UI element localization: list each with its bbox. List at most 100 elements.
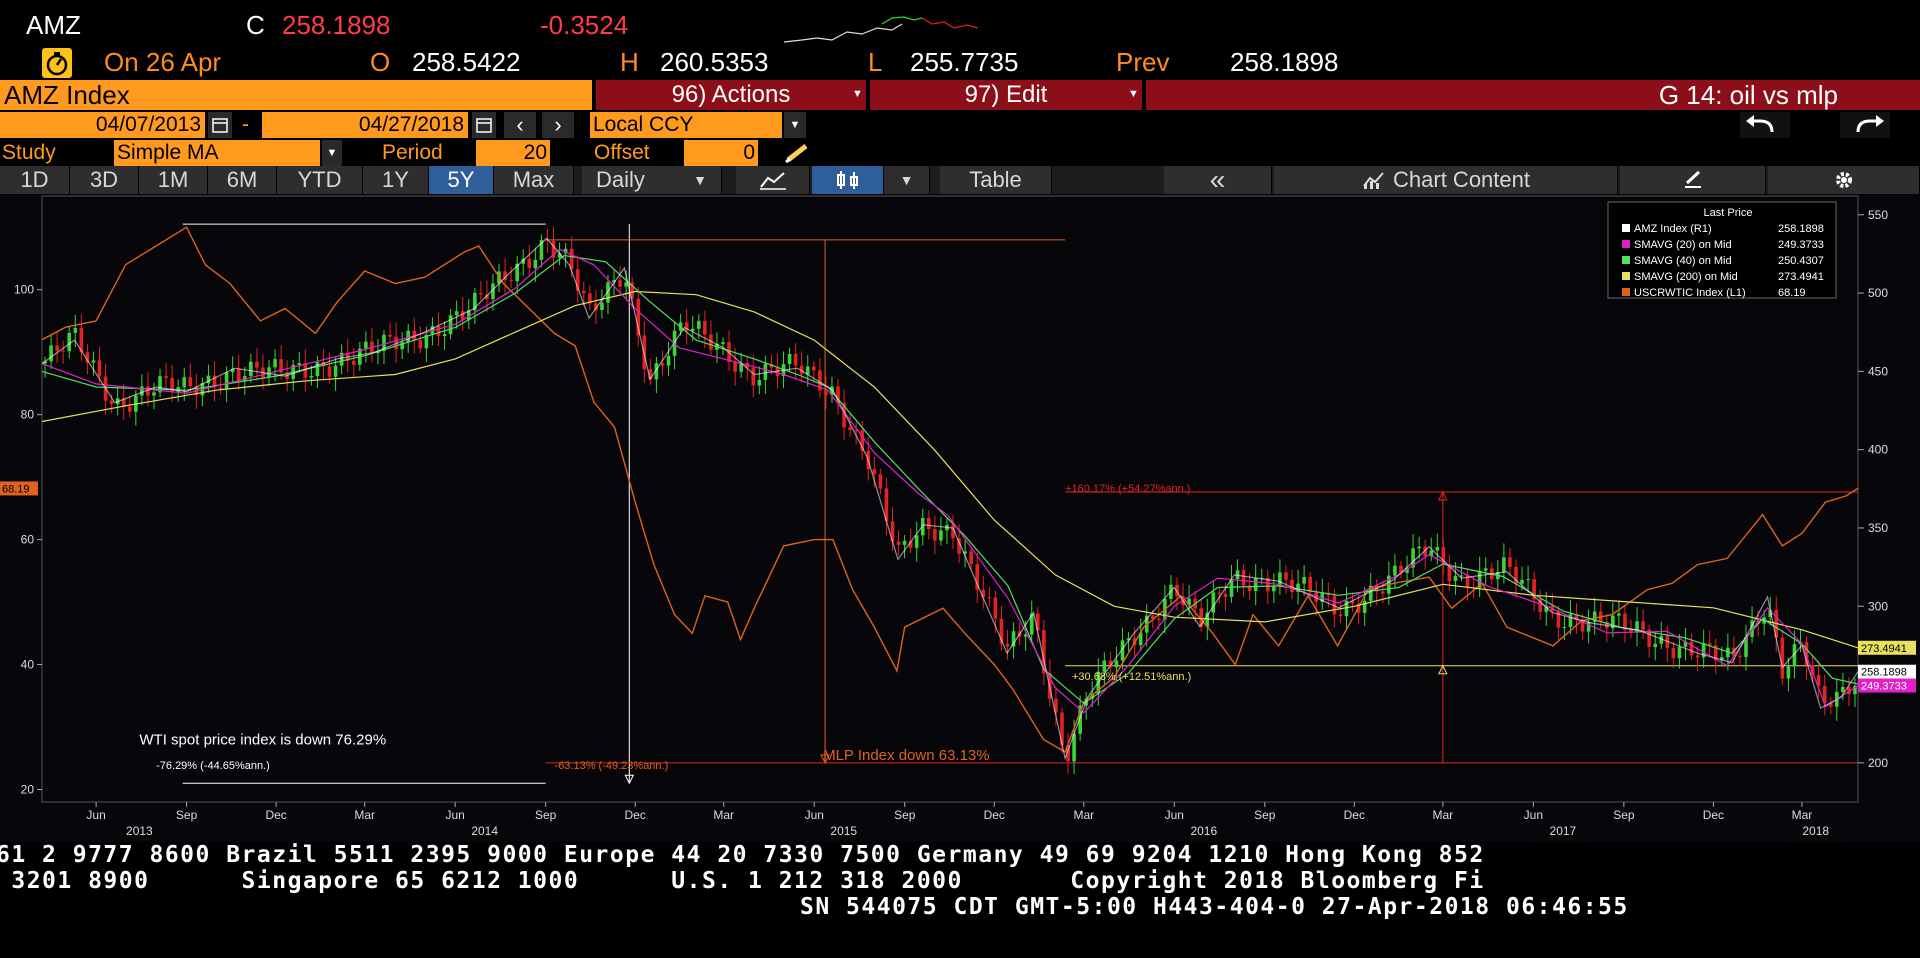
settings-button[interactable] <box>1768 166 1920 194</box>
candle-body <box>230 368 235 373</box>
collapse-button[interactable]: « <box>1164 166 1272 194</box>
candle-body <box>491 283 495 300</box>
frequency-select[interactable]: Daily ▼ <box>582 166 722 194</box>
tab-3d[interactable]: 3D <box>70 166 139 194</box>
chart-content-button[interactable]: Chart Content <box>1274 166 1618 194</box>
candle-body <box>303 363 308 378</box>
candle-body <box>793 353 798 366</box>
sparkline-up <box>783 23 903 43</box>
table-button[interactable]: Table <box>940 166 1052 194</box>
candle-body <box>146 386 150 396</box>
candle-body <box>1296 583 1300 592</box>
candle-body <box>1586 621 1591 632</box>
tab-6m[interactable]: 6M <box>208 166 277 194</box>
candle-body <box>1738 655 1742 657</box>
candle-body <box>1368 585 1373 601</box>
candle-body <box>236 368 241 381</box>
candle-body <box>654 363 659 380</box>
candle-body <box>569 248 574 270</box>
currency-dropdown-icon[interactable]: ▼ <box>784 112 806 138</box>
candle-body <box>751 367 756 386</box>
tab-ytd[interactable]: YTD <box>277 166 363 194</box>
candle-body <box>1701 643 1706 658</box>
candle-body <box>1314 592 1319 602</box>
series-line-smavg-20-on-mid <box>41 248 1859 714</box>
edit-dropdown-icon[interactable]: ▼ <box>1128 88 1139 100</box>
x-axis-year-label: 2013 <box>126 824 153 838</box>
legend-entry-name: SMAVG (40) on Mid <box>1634 255 1732 267</box>
candle-body <box>999 618 1004 644</box>
study-select[interactable]: Simple MA <box>114 140 320 166</box>
right-axis-tick-label: 500 <box>1868 286 1888 300</box>
candle-body <box>1241 570 1246 586</box>
candle-body <box>1611 615 1615 629</box>
candle-body <box>333 365 338 377</box>
candle-body <box>1205 612 1210 627</box>
start-date-input[interactable]: 04/07/2013 <box>0 112 205 138</box>
study-dropdown-icon[interactable]: ▼ <box>322 140 342 166</box>
line-chart-button[interactable] <box>736 166 810 194</box>
next-period-button[interactable]: › <box>542 112 574 138</box>
legend-entry-value: 68.19 <box>1778 287 1806 299</box>
sparkline-red <box>921 17 979 29</box>
chart-name-field[interactable]: G 14: oil vs mlp <box>1146 80 1920 110</box>
annotate-button[interactable] <box>1620 166 1766 194</box>
x-axis-tick-label: Mar <box>713 808 734 822</box>
period-input[interactable]: 20 <box>476 140 550 166</box>
legend-swatch <box>1622 272 1630 280</box>
candle-body <box>212 375 217 388</box>
tab-max[interactable]: Max <box>494 166 574 194</box>
candle-body <box>975 564 980 590</box>
edit-menu[interactable]: 97) Edit <box>870 80 1142 110</box>
currency-select[interactable]: Local CCY <box>590 112 782 138</box>
prev-period-button[interactable]: ‹ <box>504 112 536 138</box>
tab-1y[interactable]: 1Y <box>363 166 429 194</box>
x-axis-year-label: 2018 <box>1802 824 1829 838</box>
offset-input[interactable]: 0 <box>684 140 758 166</box>
actions-dropdown-icon[interactable]: ▼ <box>852 88 863 100</box>
end-date-input[interactable]: 04/27/2018 <box>262 112 468 138</box>
tab-1m[interactable]: 1M <box>139 166 208 194</box>
chart-svg[interactable]: 10080604020550500450400350300250200JunSe… <box>0 194 1920 842</box>
alert-icon[interactable] <box>42 48 72 78</box>
candle-body <box>908 540 913 548</box>
pencil-icon[interactable] <box>782 140 812 166</box>
sparkline-green <box>881 16 923 25</box>
tab-5y[interactable]: 5Y <box>429 166 494 194</box>
chart-type-dropdown[interactable]: ▼ <box>884 166 930 194</box>
candle-body <box>545 240 550 242</box>
candle-body <box>854 430 858 432</box>
annotation-label: -76.29% (-44.65%ann.) <box>156 760 270 772</box>
redo-icon[interactable] <box>1840 112 1890 138</box>
x-axis-year-label: 2014 <box>471 824 498 838</box>
candle-body <box>1405 567 1409 573</box>
candle-body <box>1035 613 1040 631</box>
candle-chart-button[interactable] <box>812 166 884 194</box>
candle-body <box>836 386 840 403</box>
candle-body <box>957 538 961 554</box>
legend-swatch <box>1622 256 1630 264</box>
line-chart-icon <box>759 172 786 190</box>
candle-body <box>1290 579 1294 592</box>
candle-body <box>339 352 344 366</box>
actions-menu[interactable]: 96) Actions <box>596 80 866 110</box>
chart-area[interactable]: 10080604020550500450400350300250200JunSe… <box>0 194 1920 842</box>
legend-entry-name: SMAVG (200) on Mid <box>1634 271 1738 283</box>
candle-body <box>1792 644 1797 667</box>
end-calendar-icon[interactable] <box>472 112 496 138</box>
ticker: AMZ <box>26 10 81 40</box>
candle-body <box>1502 557 1506 573</box>
legend-swatch <box>1622 224 1630 232</box>
candle-body <box>842 402 846 428</box>
candle-body <box>351 360 356 365</box>
last-value-tag-label: 68.19 <box>2 483 30 495</box>
candle-body <box>1399 565 1403 573</box>
change-value: -0.3524 <box>540 10 629 40</box>
candle-body <box>939 530 943 541</box>
tab-1d[interactable]: 1D <box>0 166 70 194</box>
security-field[interactable]: AMZ Index <box>0 80 592 110</box>
open-label: O <box>370 47 391 77</box>
undo-icon[interactable] <box>1740 112 1790 138</box>
frequency-dropdown-icon: ▼ <box>693 172 707 188</box>
start-calendar-icon[interactable] <box>208 112 232 138</box>
